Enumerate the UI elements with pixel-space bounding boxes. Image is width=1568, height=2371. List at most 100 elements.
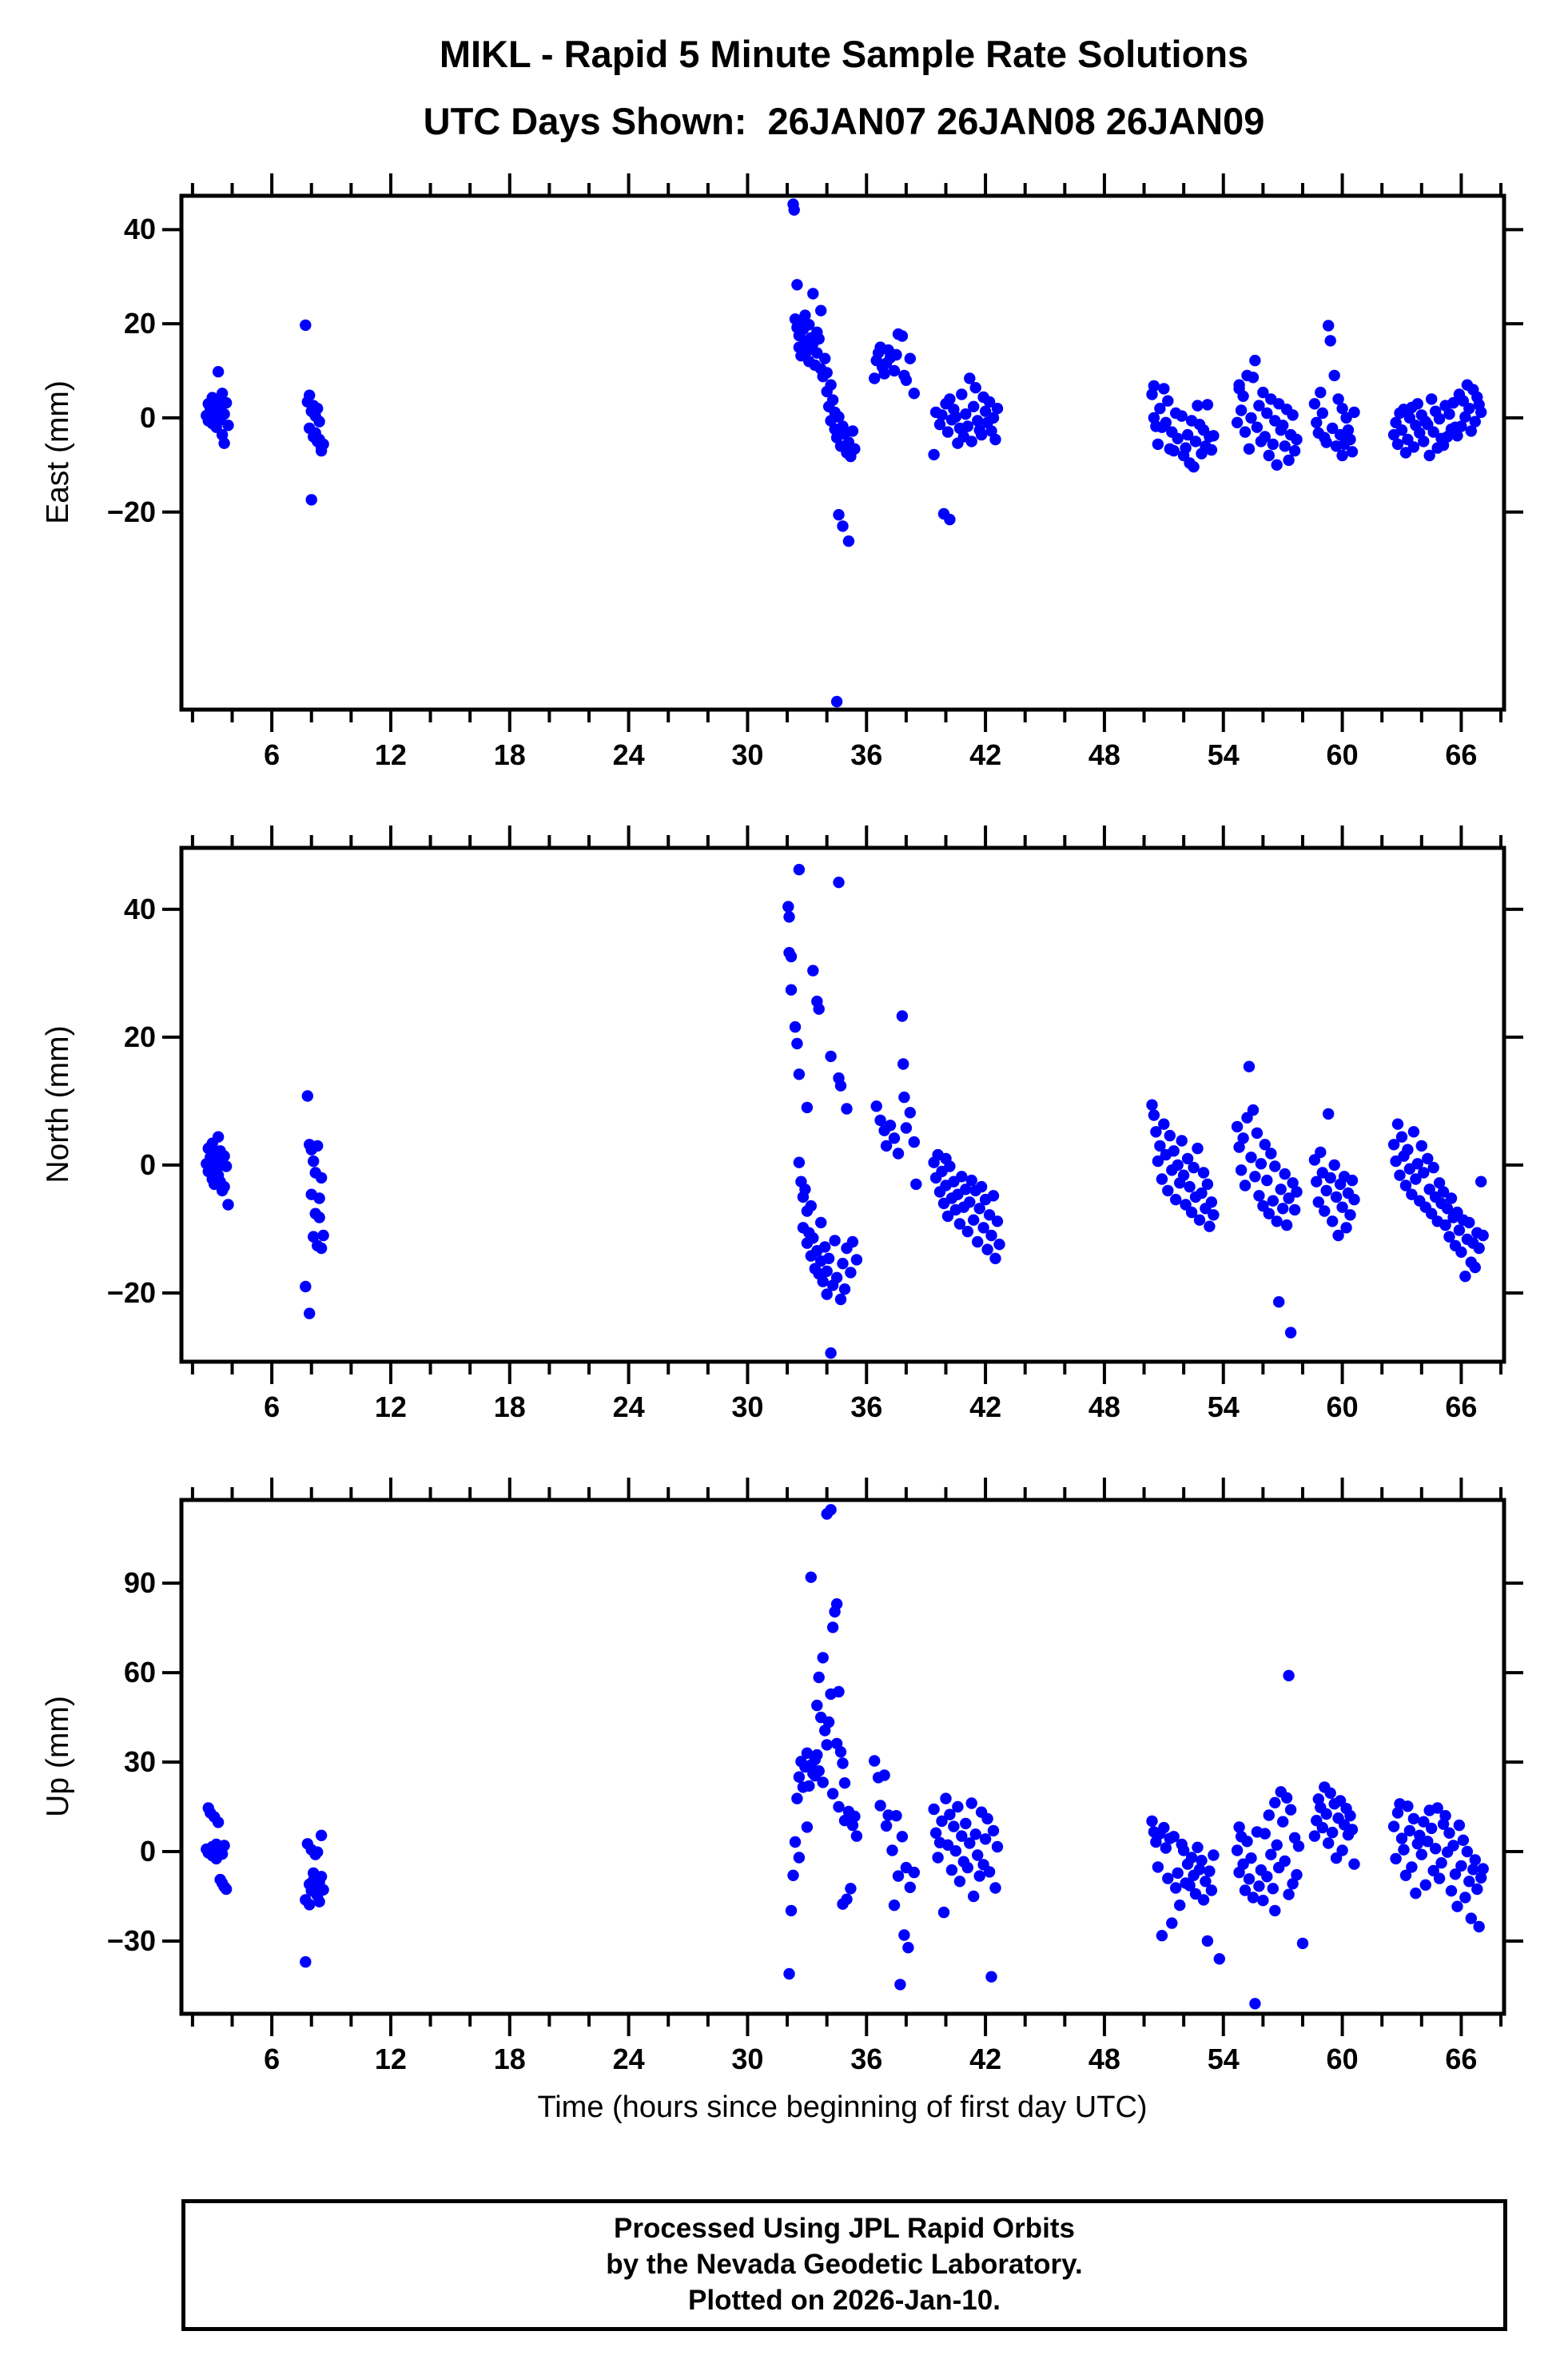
east-data-point	[904, 352, 917, 364]
north-data-point	[1263, 1207, 1275, 1219]
north-data-point	[1172, 1159, 1184, 1172]
up-data-point	[896, 1831, 909, 1843]
east-xtick-label: 42	[969, 738, 1002, 771]
east-data-point	[1336, 403, 1348, 415]
up-data-point	[972, 1849, 984, 1861]
north-data-point	[1170, 1193, 1182, 1206]
east-data-point	[983, 396, 996, 408]
north-data-point	[1411, 1158, 1424, 1170]
up-data-point	[821, 1739, 833, 1751]
north-data-point	[1288, 1203, 1301, 1216]
up-data-point	[937, 1906, 950, 1919]
up-data-point	[1265, 1848, 1277, 1860]
east-data-point	[968, 400, 980, 412]
east-data-point	[1465, 425, 1478, 437]
up-data-point	[1475, 1872, 1487, 1884]
up-data-point	[1395, 1832, 1408, 1844]
east-data-point	[1348, 406, 1360, 419]
east-data-point	[837, 520, 849, 532]
up-data-point	[1473, 1920, 1485, 1933]
up-data-point	[317, 1884, 329, 1896]
east-data-point	[1332, 393, 1344, 405]
east-data-point	[1328, 369, 1340, 382]
up-data-point	[1172, 1867, 1184, 1880]
north-data-point	[1253, 1190, 1265, 1202]
north-data-point	[1148, 1109, 1160, 1121]
north-data-point	[782, 901, 794, 913]
east-data-point	[1253, 400, 1265, 412]
north-data-point	[953, 1218, 966, 1230]
east-data-point	[1320, 436, 1332, 448]
up-data-point	[1280, 1792, 1293, 1804]
up-data-point	[892, 1870, 905, 1882]
up-ytick-label: 30	[123, 1745, 156, 1779]
up-data-point	[1259, 1828, 1272, 1840]
north-data-point	[1406, 1188, 1418, 1200]
east-data-point	[1463, 403, 1475, 415]
up-data-point	[1249, 1998, 1261, 2010]
east-data-point	[908, 388, 921, 400]
east-xtick-label: 18	[493, 738, 526, 771]
east-data-point	[1148, 380, 1160, 392]
up-xtick-label: 60	[1326, 2043, 1359, 2075]
north-data-point	[793, 864, 806, 876]
up-data-point	[1197, 1894, 1210, 1906]
north-data-point	[993, 1239, 1005, 1251]
north-data-point	[1184, 1180, 1196, 1193]
north-data-point	[1247, 1104, 1260, 1116]
up-data-point	[791, 1792, 803, 1804]
up-data-point	[1465, 1912, 1478, 1924]
north-data-point	[1475, 1176, 1487, 1187]
north-data-point	[1332, 1229, 1344, 1242]
east-data-point	[1257, 386, 1269, 399]
up-data-point	[1463, 1876, 1475, 1888]
north-data-point	[964, 1196, 976, 1208]
up-data-point	[1346, 1824, 1359, 1836]
up-data-point	[936, 1815, 948, 1828]
north-data-point	[1477, 1229, 1489, 1242]
east-data-point	[1287, 409, 1299, 421]
north-data-point	[1443, 1231, 1455, 1243]
north-data-point	[981, 1243, 993, 1255]
up-data-point	[1398, 1844, 1410, 1856]
north-data-point	[968, 1214, 980, 1226]
up-data-point	[787, 1869, 799, 1881]
page-title: MIKL - Rapid 5 Minute Sample Rate Soluti…	[439, 33, 1249, 75]
up-data-point	[1419, 1879, 1432, 1891]
east-data-point	[1391, 438, 1404, 451]
north-ytick-label: −20	[106, 1275, 156, 1309]
up-data-point	[991, 1840, 1004, 1853]
north-data-point	[845, 1267, 857, 1279]
up-data-point	[1193, 1864, 1206, 1876]
north-data-point	[833, 877, 845, 889]
up-data-point	[981, 1812, 993, 1825]
east-data-point	[821, 367, 833, 379]
north-data-point	[1197, 1167, 1210, 1179]
north-data-point	[1283, 1192, 1295, 1204]
east-data-point	[960, 408, 972, 420]
north-data-point	[880, 1140, 893, 1152]
up-data-point	[949, 1845, 962, 1857]
up-data-point	[1192, 1841, 1204, 1853]
north-data-point	[1463, 1216, 1475, 1229]
up-data-point	[1283, 1669, 1295, 1681]
north-data-point	[904, 1107, 917, 1119]
north-data-point	[1453, 1224, 1466, 1236]
up-data-point	[964, 1837, 976, 1849]
east-data-point	[1411, 398, 1424, 410]
up-data-point	[1451, 1900, 1463, 1912]
up-data-point	[1308, 1830, 1321, 1842]
east-data-point	[896, 330, 909, 342]
east-data-point	[1243, 443, 1256, 455]
east-data-point	[890, 348, 902, 361]
north-data-point	[821, 1265, 833, 1278]
east-data-point	[1239, 426, 1252, 438]
north-data-point	[308, 1155, 320, 1168]
north-data-point	[825, 1347, 837, 1359]
up-data-point	[789, 1836, 802, 1848]
up-data-point	[1174, 1900, 1186, 1912]
up-data-point	[826, 1788, 839, 1800]
east-data-point	[975, 428, 988, 441]
up-data-point	[833, 1800, 845, 1813]
east-data-point	[987, 412, 1000, 424]
